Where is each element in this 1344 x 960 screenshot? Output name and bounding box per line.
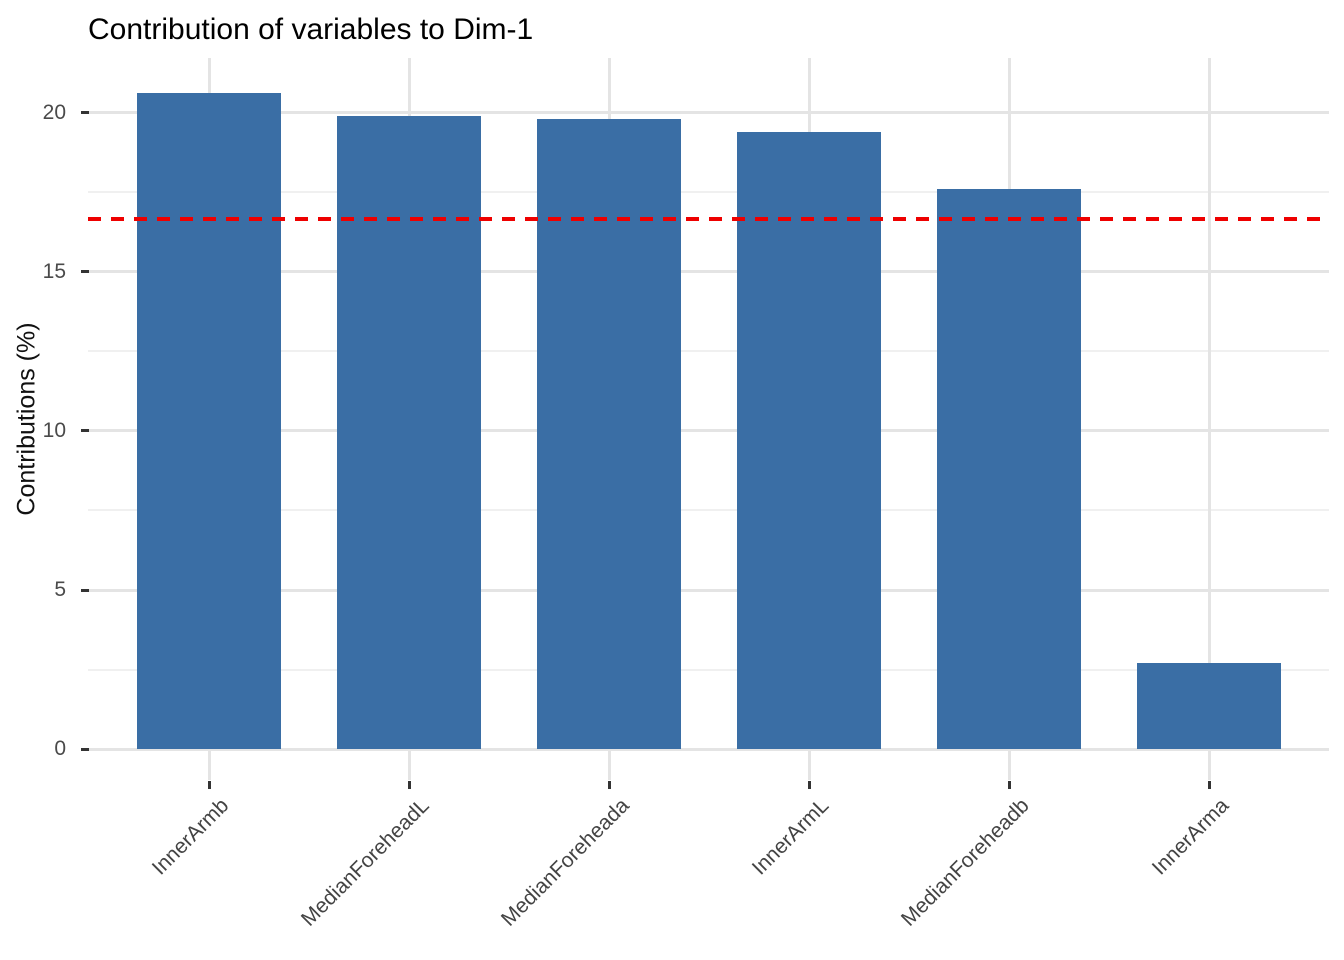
x-tick-label-text: MedianForeheadL	[296, 794, 434, 931]
x-tick-label-text: InnerArmL	[747, 794, 834, 880]
x-tick-mark	[1207, 781, 1211, 789]
x-tick-label-text: InnerArma	[1147, 794, 1234, 880]
y-minor-gridline	[88, 668, 1329, 671]
x-tick-mark	[207, 781, 211, 789]
bar-MedianForeheadb	[937, 188, 1081, 750]
y-tick-mark	[81, 111, 89, 114]
y-tick-mark	[81, 429, 89, 433]
reference-line	[88, 216, 1329, 221]
y-minor-gridline	[88, 350, 1329, 353]
y-tick-label: 10	[42, 418, 66, 442]
x-tick-mark	[407, 781, 411, 789]
x-tick-mark	[607, 781, 611, 789]
y-tick-label: 0	[54, 737, 66, 761]
x-tick-label-text: MedianForeheada	[496, 794, 634, 931]
y-minor-gridline	[88, 191, 1329, 194]
bar-InnerArmL	[737, 131, 881, 750]
x-tick-mark	[1007, 781, 1011, 789]
y-minor-gridline	[88, 509, 1329, 512]
x-tick-label-text: InnerArmb	[147, 794, 234, 880]
chart-title: Contribution of variables to Dim-1	[88, 13, 534, 46]
y-tick-label: 20	[42, 100, 66, 124]
y-tick-mark	[81, 270, 89, 274]
bar-InnerArmb	[137, 93, 281, 750]
y-major-gridline	[88, 429, 1329, 433]
y-major-gridline	[88, 270, 1329, 274]
x-tick-mark	[807, 781, 811, 789]
plot-panel	[88, 58, 1329, 780]
y-major-gridline	[88, 588, 1329, 592]
y-tick-label: 15	[42, 259, 66, 283]
y-tick-label: 5	[54, 578, 66, 602]
bar-MedianForeheada	[537, 118, 681, 750]
y-major-gridline	[88, 747, 1329, 751]
bar-InnerArma	[1137, 663, 1281, 750]
y-tick-mark	[81, 747, 89, 751]
y-major-gridline	[88, 111, 1329, 114]
x-major-gridline	[1207, 58, 1211, 780]
y-tick-mark	[81, 588, 89, 592]
x-tick-label-text: MedianForeheadb	[896, 794, 1034, 931]
bar-MedianForeheadL	[337, 115, 481, 750]
